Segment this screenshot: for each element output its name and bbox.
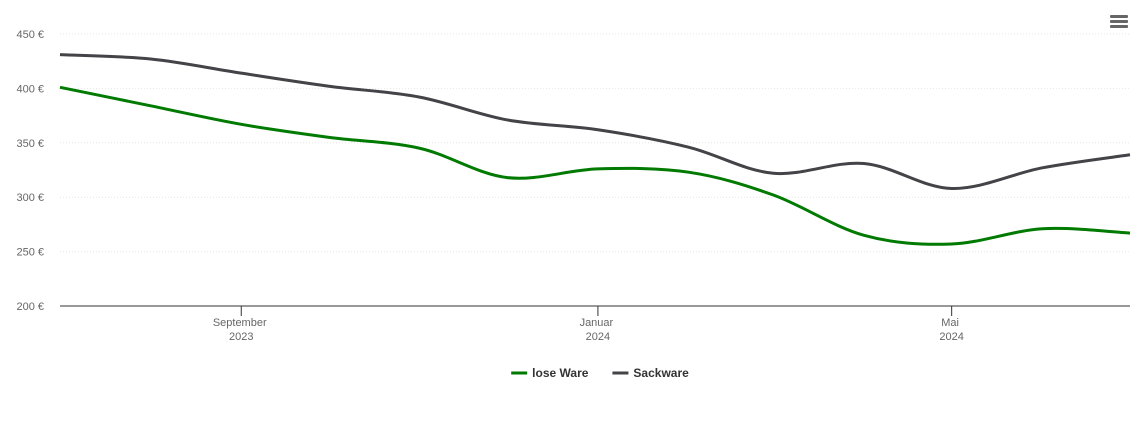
legend: lose Ware Sackware	[511, 366, 689, 380]
y-tick-label: 300 €	[16, 192, 44, 204]
y-tick-label: 450 €	[16, 29, 44, 41]
y-tick-label: 400 €	[16, 83, 44, 95]
menu-bar	[1110, 15, 1128, 18]
menu-bar	[1110, 25, 1128, 28]
menu-bar	[1110, 20, 1128, 23]
line-series	[59, 53, 1131, 190]
y-tick-label: 350 €	[16, 138, 44, 150]
x-tick-label: Januar 2024	[580, 317, 617, 343]
menu-icon[interactable]	[1110, 15, 1128, 28]
legend-text: Sackware	[633, 366, 689, 380]
x-tick-label: September 2023	[213, 317, 270, 343]
y-tick-label: 250 €	[16, 247, 44, 259]
legend-item[interactable]: Sackware	[612, 366, 689, 380]
x-tick-label: Mai 2024	[939, 317, 963, 343]
y-tick-label: 200 €	[16, 301, 44, 313]
line-series	[59, 85, 1131, 246]
legend-item[interactable]: lose Ware	[511, 366, 589, 380]
legend-text: lose Ware	[532, 366, 589, 380]
